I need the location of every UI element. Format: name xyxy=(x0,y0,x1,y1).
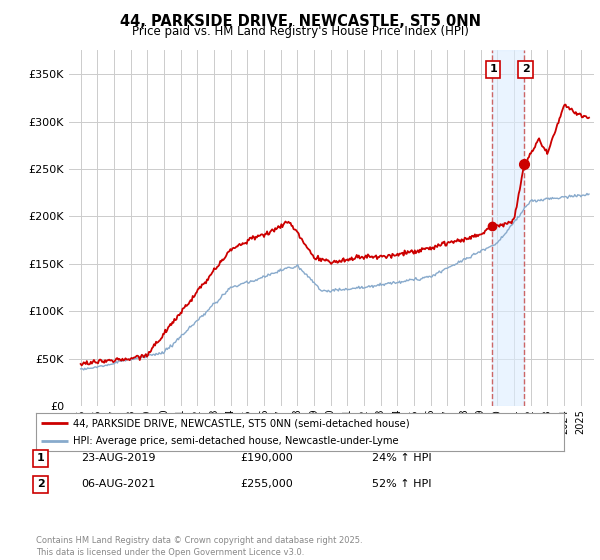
44, PARKSIDE DRIVE, NEWCASTLE, ST5 0NN (semi-detached house) xyxy=(575,111,583,118)
44, PARKSIDE DRIVE, NEWCASTLE, ST5 0NN (semi-detached house) xyxy=(323,256,330,263)
Text: £190,000: £190,000 xyxy=(240,453,293,463)
44, PARKSIDE DRIVE, NEWCASTLE, ST5 0NN (semi-detached house) xyxy=(78,362,85,368)
HPI: Average price, semi-detached house, Newcastle-under-Lyme: (2e+03, 3.8e+04): Average price, semi-detached house, Newc… xyxy=(80,367,88,374)
Text: 52% ↑ HPI: 52% ↑ HPI xyxy=(372,479,431,489)
Text: 2: 2 xyxy=(37,479,44,489)
Text: 2: 2 xyxy=(522,64,530,74)
Text: 1: 1 xyxy=(489,64,497,74)
44, PARKSIDE DRIVE, NEWCASTLE, ST5 0NN (semi-detached house) xyxy=(586,114,593,121)
Text: Price paid vs. HM Land Registry's House Price Index (HPI): Price paid vs. HM Land Registry's House … xyxy=(131,25,469,38)
HPI: Average price, semi-detached house, Newcastle-under-Lyme: (2.01e+03, 1.25e+05): Average price, semi-detached house, Newc… xyxy=(353,284,361,291)
Text: £255,000: £255,000 xyxy=(240,479,293,489)
Bar xyxy=(491,50,524,406)
Text: 23-AUG-2019: 23-AUG-2019 xyxy=(81,453,155,463)
44, PARKSIDE DRIVE, NEWCASTLE, ST5 0NN (semi-detached house) xyxy=(495,222,502,229)
HPI: Average price, semi-detached house, Newcastle-under-Lyme: (2.01e+03, 1.21e+05): Average price, semi-detached house, Newc… xyxy=(323,287,330,294)
Text: 44, PARKSIDE DRIVE, NEWCASTLE, ST5 0NN (semi-detached house): 44, PARKSIDE DRIVE, NEWCASTLE, ST5 0NN (… xyxy=(73,418,410,428)
44, PARKSIDE DRIVE, NEWCASTLE, ST5 0NN (semi-detached house) xyxy=(380,253,388,259)
Text: 24% ↑ HPI: 24% ↑ HPI xyxy=(372,453,431,463)
Text: Contains HM Land Registry data © Crown copyright and database right 2025.
This d: Contains HM Land Registry data © Crown c… xyxy=(36,536,362,557)
44, PARKSIDE DRIVE, NEWCASTLE, ST5 0NN (semi-detached house) xyxy=(353,251,361,258)
HPI: Average price, semi-detached house, Newcastle-under-Lyme: (2.03e+03, 2.24e+05): Average price, semi-detached house, Newc… xyxy=(583,190,590,197)
44, PARKSIDE DRIVE, NEWCASTLE, ST5 0NN (semi-detached house) xyxy=(562,101,569,108)
HPI: Average price, semi-detached house, Newcastle-under-Lyme: (2e+03, 3.92e+04): Average price, semi-detached house, Newc… xyxy=(77,366,84,372)
Text: HPI: Average price, semi-detached house, Newcastle-under-Lyme: HPI: Average price, semi-detached house,… xyxy=(73,436,398,446)
Text: 44, PARKSIDE DRIVE, NEWCASTLE, ST5 0NN: 44, PARKSIDE DRIVE, NEWCASTLE, ST5 0NN xyxy=(119,14,481,29)
Text: 1: 1 xyxy=(37,453,44,463)
44, PARKSIDE DRIVE, NEWCASTLE, ST5 0NN (semi-detached house) xyxy=(77,361,84,367)
Line: HPI: Average price, semi-detached house, Newcastle-under-Lyme: HPI: Average price, semi-detached house,… xyxy=(80,193,589,370)
HPI: Average price, semi-detached house, Newcastle-under-Lyme: (2.01e+03, 1.22e+05): Average price, semi-detached house, Newc… xyxy=(320,287,327,294)
44, PARKSIDE DRIVE, NEWCASTLE, ST5 0NN (semi-detached house) xyxy=(320,256,327,263)
Line: 44, PARKSIDE DRIVE, NEWCASTLE, ST5 0NN (semi-detached house): 44, PARKSIDE DRIVE, NEWCASTLE, ST5 0NN (… xyxy=(80,105,589,365)
HPI: Average price, semi-detached house, Newcastle-under-Lyme: (2.02e+03, 1.74e+05): Average price, semi-detached house, Newc… xyxy=(495,238,502,245)
HPI: Average price, semi-detached house, Newcastle-under-Lyme: (2.02e+03, 2.23e+05): Average price, semi-detached house, Newc… xyxy=(574,192,581,198)
HPI: Average price, semi-detached house, Newcastle-under-Lyme: (2.01e+03, 1.27e+05): Average price, semi-detached house, Newc… xyxy=(380,282,388,289)
HPI: Average price, semi-detached house, Newcastle-under-Lyme: (2.03e+03, 2.24e+05): Average price, semi-detached house, Newc… xyxy=(586,191,593,198)
Text: 06-AUG-2021: 06-AUG-2021 xyxy=(81,479,155,489)
